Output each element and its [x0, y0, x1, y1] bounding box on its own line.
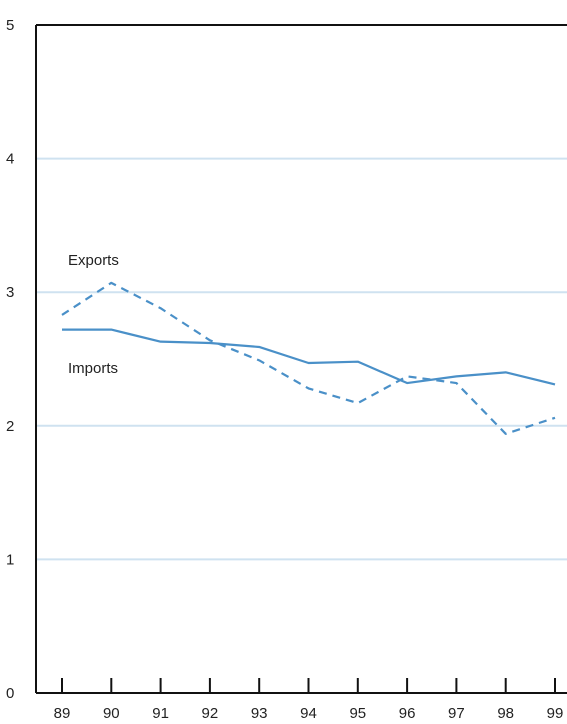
- x-tick-label-98: 98: [497, 705, 514, 722]
- series-label-imports: Imports: [68, 360, 118, 377]
- series-line-exports: [61, 281, 556, 435]
- y-tick-label-1: 1: [6, 551, 14, 568]
- gridlines: [36, 157, 567, 561]
- x-tick-label-90: 90: [103, 705, 120, 722]
- axes: [35, 24, 567, 694]
- x-tick-label-94: 94: [300, 705, 317, 722]
- labels: 89 90 91 92 93 94 95 96 97 98 99 0 1 2 3 4 5 Exports Impor…: [6, 17, 563, 722]
- y-tick-label-2: 2: [6, 418, 14, 435]
- y-tick-label-3: 3: [6, 284, 14, 301]
- x-tick-label-96: 96: [399, 705, 416, 722]
- y-tick-label-4: 4: [6, 151, 14, 168]
- y-tick-label-5: 5: [6, 17, 14, 34]
- x-tick-label-92: 92: [202, 705, 219, 722]
- x-tick-label-93: 93: [251, 705, 268, 722]
- x-tick-label-99: 99: [547, 705, 564, 722]
- series-label-exports: Exports: [68, 252, 119, 269]
- x-tick-label-95: 95: [349, 705, 366, 722]
- x-tick-label-97: 97: [448, 705, 465, 722]
- x-tick-label-89: 89: [54, 705, 71, 722]
- series-lines: [61, 281, 556, 435]
- x-tick-label-91: 91: [152, 705, 169, 722]
- series-line-imports: [62, 328, 556, 386]
- y-tick-label-0: 0: [6, 685, 14, 702]
